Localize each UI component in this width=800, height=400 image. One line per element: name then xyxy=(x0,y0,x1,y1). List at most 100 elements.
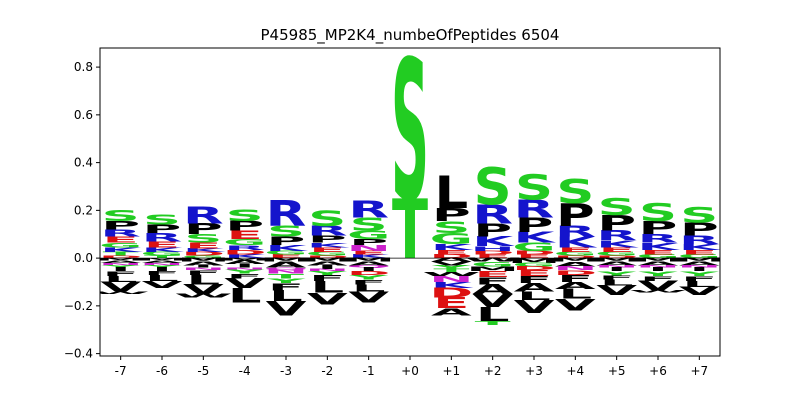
x-tick-label: -7 xyxy=(115,364,127,378)
y-tick-label: 0.0 xyxy=(74,251,93,265)
logo-letter-K: K xyxy=(266,243,309,253)
x-tick-label: -5 xyxy=(197,364,209,378)
logo-letter-Y: Y xyxy=(265,277,306,285)
logo-letter-E: E xyxy=(433,295,469,312)
logo-letter-V: V xyxy=(555,296,597,315)
logo-letter-A: A xyxy=(679,261,720,267)
logo-letter-A: A xyxy=(183,261,224,267)
logo-letter-G: G xyxy=(223,237,266,247)
logo-letter-P: P xyxy=(556,198,595,234)
logo-letter-A: A xyxy=(638,261,679,267)
logo-letter-E: E xyxy=(103,235,139,245)
logo-letter-Y: Y xyxy=(431,264,472,270)
x-tick-label: -4 xyxy=(239,364,251,378)
logo-letter-D: D xyxy=(429,286,473,301)
logo-letter-I: I xyxy=(111,267,131,273)
logo-letter-A: A xyxy=(431,257,472,263)
logo-letter-E: E xyxy=(681,248,717,256)
logo-letter-S: S xyxy=(474,158,512,217)
logo-letter-F: F xyxy=(103,270,139,278)
logo-letter-I: I xyxy=(235,263,255,269)
x-tick-label: +4 xyxy=(566,364,584,378)
logo-letter-R: R xyxy=(472,199,513,230)
logo-letter-A: A xyxy=(596,261,637,267)
logo-letter-K: K xyxy=(183,248,227,254)
logo-letter-A: A xyxy=(100,260,141,264)
logo-letter-K: K xyxy=(431,280,474,290)
logo-letter-L: L xyxy=(352,282,386,293)
logo-letter-L: L xyxy=(269,288,303,305)
logo-letter-T: T xyxy=(433,268,470,274)
logo-letter-K: K xyxy=(596,238,639,249)
logo-letter-F: F xyxy=(640,275,676,283)
logo-letter-I: I xyxy=(607,267,627,273)
logo-letter-A: A xyxy=(142,260,183,264)
logo-letter-R: R xyxy=(555,223,596,240)
logo-letter-G: G xyxy=(99,241,142,249)
logo-letter-N: N xyxy=(429,274,473,284)
logo-letter-G: G xyxy=(306,251,349,257)
x-tick-label: +2 xyxy=(484,364,502,378)
logo-letter-Y: Y xyxy=(100,265,141,269)
logo-letter-G: G xyxy=(471,260,514,268)
logo-letter-S: S xyxy=(680,203,718,227)
logo-letter-Y: Y xyxy=(679,270,720,278)
logo-letter-T: T xyxy=(475,320,512,326)
logo-letter-I: I xyxy=(152,267,172,273)
logo-letter-D: D xyxy=(595,255,639,259)
logo-letter-G: G xyxy=(140,251,183,257)
logo-letter-K: K xyxy=(472,234,515,249)
logo-letter-D: D xyxy=(553,255,597,259)
logo-letter-V: V xyxy=(431,261,472,267)
logo-letter-N: N xyxy=(553,265,597,271)
logo-letter-E: E xyxy=(475,270,511,280)
logo-letter-E: E xyxy=(227,229,263,242)
logo-letter-P: P xyxy=(432,205,471,226)
logo-letter-G: G xyxy=(264,250,307,256)
logo-letter-E: E xyxy=(144,240,180,250)
logo-letter-Q: Q xyxy=(346,265,391,269)
logo-letter-A: A xyxy=(514,281,555,294)
logo-letter-M: M xyxy=(342,257,395,263)
logo-letter-G: G xyxy=(554,251,597,257)
logo-letter-T: T xyxy=(144,255,181,259)
logo-letter-S: S xyxy=(432,218,470,237)
logo-letter-D: D xyxy=(181,251,225,257)
logo-letter-V: V xyxy=(514,297,555,318)
logo-letter-M: M xyxy=(301,257,354,263)
logo-letter-L: L xyxy=(435,168,469,219)
logo-letters: DTKGERPSMANYIFLVWTGKERPSMANYIFLVGDKESPRM… xyxy=(99,48,720,326)
logo-letter-F: F xyxy=(599,275,635,281)
logo-letter-P: P xyxy=(267,235,306,248)
logo-letter-E: E xyxy=(351,250,387,256)
logo-letter-A: A xyxy=(348,261,389,267)
logo-letter-M: M xyxy=(466,265,519,273)
logo-letter-N: N xyxy=(595,265,639,269)
logo-letter-S: S xyxy=(515,168,553,208)
logo-letter-I: I xyxy=(194,265,214,269)
logo-letter-F: F xyxy=(227,272,263,280)
logo-letter-E: E xyxy=(516,254,552,260)
logo-letter-K: K xyxy=(142,246,186,254)
x-tick-label: +3 xyxy=(525,364,543,378)
logo-letter-K: K xyxy=(224,254,268,260)
logo-letter-D: D xyxy=(553,269,597,277)
logo-letter-R: R xyxy=(307,224,348,239)
logo-letter-I: I xyxy=(648,267,668,273)
logo-letter-K: K xyxy=(555,234,599,251)
logo-letter-R: R xyxy=(348,196,389,223)
logo-letter-E: E xyxy=(640,248,676,256)
y-tick-label: 0.8 xyxy=(74,60,93,74)
logo-letter-L: L xyxy=(311,278,345,297)
x-tick-label: +5 xyxy=(608,364,626,378)
logo-letter-F: F xyxy=(557,273,593,284)
logo-letter-L: L xyxy=(187,272,221,287)
logo-letter-E: E xyxy=(433,248,469,256)
logo-letter-V: V xyxy=(142,279,184,290)
logo-letter-N: N xyxy=(99,262,143,266)
logo-letter-D: D xyxy=(305,255,349,259)
logo-letter-E: E xyxy=(475,254,511,260)
x-tick-label: -6 xyxy=(156,364,168,378)
logo-letter-E: E xyxy=(185,241,221,251)
